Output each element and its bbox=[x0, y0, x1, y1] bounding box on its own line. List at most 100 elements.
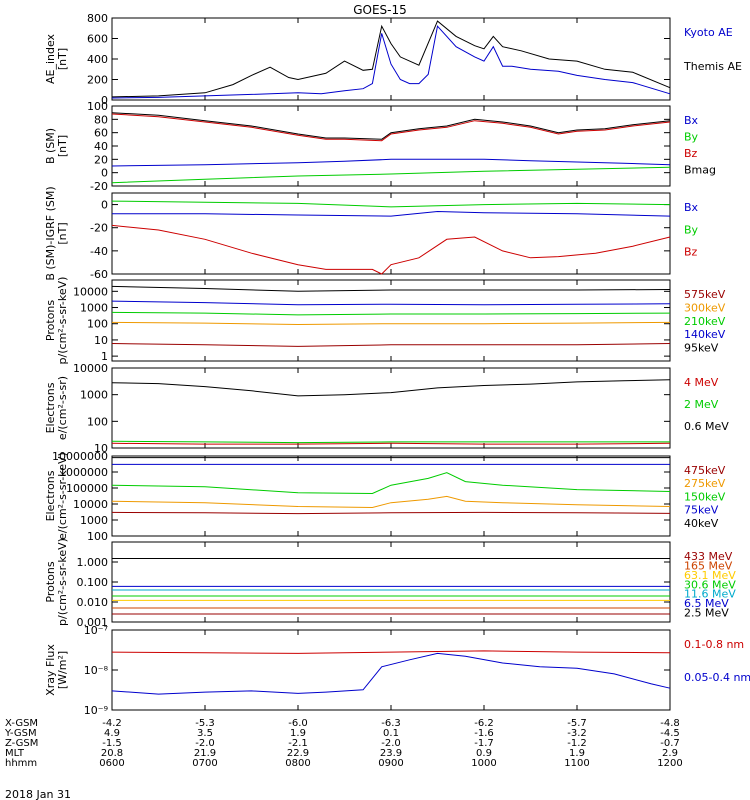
y-tick-label: 100 bbox=[87, 318, 108, 331]
series-line-4 bbox=[111, 343, 671, 347]
y-tick-label: 600 bbox=[87, 33, 108, 46]
footer-row-label: hhmm bbox=[5, 758, 37, 769]
footer-value: 1200 bbox=[657, 758, 682, 769]
series-line-0 bbox=[111, 650, 671, 654]
footer-value: -1.6 bbox=[474, 728, 494, 739]
y-axis-label: [nT] bbox=[56, 48, 69, 70]
legend-label: 433 MeV bbox=[684, 550, 733, 563]
footer-value: 3.5 bbox=[197, 728, 213, 739]
footer-value: 0800 bbox=[285, 758, 310, 769]
y-tick-label: 10000000 bbox=[52, 450, 108, 463]
footer-value: -4.8 bbox=[660, 718, 680, 729]
y-tick-label: 800 bbox=[87, 12, 108, 25]
y-axis-label: [nT] bbox=[56, 135, 69, 157]
footer-value: -5.7 bbox=[567, 718, 587, 729]
footer-value: 1100 bbox=[564, 758, 589, 769]
legend-label: 150keV bbox=[684, 490, 726, 503]
footer-value: 0600 bbox=[99, 758, 124, 769]
footer-value: -1.7 bbox=[474, 738, 494, 749]
series-line-2 bbox=[111, 311, 671, 316]
footer-row-label: X-GSM bbox=[5, 718, 38, 729]
panel-6: 0.001 0.010 0.100 1.000 Protons p/(cm²-s-sr-k… bbox=[44, 538, 736, 629]
footer-value: 21.9 bbox=[194, 748, 216, 759]
y-tick-label: 200 bbox=[87, 74, 108, 87]
panel-frame bbox=[111, 192, 671, 275]
panel-frame bbox=[111, 541, 671, 623]
legend-label: 75keV bbox=[684, 504, 719, 517]
panel-7: 10⁻⁹ 10⁻⁸ 10⁻⁷ Xray Flux [W/m²] 0.1-0.8 nm 0.0… bbox=[44, 624, 750, 717]
legend-label: Bmag bbox=[684, 164, 716, 177]
series-line-0 bbox=[111, 285, 671, 292]
y-tick-label: -20 bbox=[90, 222, 108, 235]
footer-value: 1.9 bbox=[569, 748, 585, 759]
y-tick-label: -60 bbox=[90, 268, 108, 281]
legend-label: 575keV bbox=[684, 288, 726, 301]
y-axis-label: [W/m²] bbox=[56, 651, 69, 689]
y-tick-label: 0 bbox=[101, 199, 108, 212]
legend-label: Bz bbox=[684, 246, 698, 259]
y-tick-label: 1 bbox=[101, 350, 108, 363]
y-tick-label: 80 bbox=[94, 113, 108, 126]
panel-frame bbox=[111, 17, 671, 101]
series-line-1 bbox=[111, 300, 671, 306]
legend-label: 4 MeV bbox=[684, 376, 719, 389]
panel-frame bbox=[111, 279, 671, 362]
footer-value: -1.5 bbox=[102, 738, 122, 749]
legend-label: 140keV bbox=[684, 328, 726, 341]
y-tick-label: 100 bbox=[87, 530, 108, 543]
y-tick-label: 10 bbox=[94, 334, 108, 347]
legend-label: 2.5 MeV bbox=[684, 607, 729, 620]
y-tick-label: 20 bbox=[94, 153, 108, 166]
panel-5: 100 1000 10000 100000 1000000 10000000 Electro… bbox=[44, 450, 726, 543]
series-line-3 bbox=[111, 321, 671, 326]
footer-value: 2.9 bbox=[662, 748, 678, 759]
y-axis-label: Electrons bbox=[44, 382, 57, 433]
legend-label: 6.5 MeV bbox=[684, 597, 729, 610]
footer-value: 0.1 bbox=[383, 728, 399, 739]
y-tick-label: 10⁻⁷ bbox=[84, 624, 108, 637]
legend-label: Bz bbox=[684, 147, 698, 160]
footer-value: 1000 bbox=[471, 758, 496, 769]
y-axis-label: Electrons bbox=[44, 470, 57, 521]
footer-value: 0900 bbox=[378, 758, 403, 769]
y-tick-label: 1000 bbox=[80, 389, 108, 402]
footer-value: -3.2 bbox=[567, 728, 587, 739]
footer-value: -0.7 bbox=[660, 738, 680, 749]
legend-label: 165 MeV bbox=[684, 559, 733, 572]
y-tick-label: 10000 bbox=[73, 362, 108, 375]
series-line-1 bbox=[111, 652, 671, 695]
series-line-0 bbox=[111, 158, 671, 167]
y-axis-label: p/(cm²-s-sr-keV) bbox=[56, 277, 69, 365]
plot-title: GOES-15 bbox=[353, 3, 407, 17]
legend-label: Bx bbox=[684, 114, 699, 127]
series-line-2 bbox=[111, 113, 671, 142]
legend-label: 30.6 MeV bbox=[684, 578, 736, 591]
series-line-4 bbox=[111, 511, 671, 515]
legend-label: 475keV bbox=[684, 464, 726, 477]
y-axis-label: B (SM) bbox=[44, 128, 57, 164]
legend-label: Themis AE bbox=[683, 60, 742, 73]
y-tick-label: 10000 bbox=[73, 285, 108, 298]
y-tick-label: 0.010 bbox=[77, 596, 109, 609]
footer-value: 1.9 bbox=[290, 728, 306, 739]
legend-label: 0.1-0.8 nm bbox=[684, 638, 744, 651]
footer-row-label: Y-GSM bbox=[4, 728, 37, 739]
legend-label: 0.05-0.4 nm bbox=[684, 671, 750, 684]
date-label: 2018 Jan 31 bbox=[5, 788, 71, 800]
footer-value: -6.3 bbox=[381, 718, 401, 729]
y-tick-label: 100 bbox=[87, 100, 108, 113]
series-line-3 bbox=[111, 112, 671, 140]
footer-value: -6.2 bbox=[474, 718, 494, 729]
panel-4: 10 100 1000 10000 Electrons e/(cm²-s-sr) 4 MeV… bbox=[44, 362, 729, 455]
y-tick-label: 10⁻⁸ bbox=[84, 664, 109, 677]
series-line-2 bbox=[111, 442, 671, 445]
series-line-1 bbox=[111, 200, 671, 208]
footer-value: -2.0 bbox=[381, 738, 401, 749]
y-tick-label: 400 bbox=[87, 53, 108, 66]
y-tick-label: 100000 bbox=[66, 482, 108, 495]
y-axis-label: Protons bbox=[44, 300, 57, 341]
footer-value: 22.9 bbox=[287, 748, 309, 759]
